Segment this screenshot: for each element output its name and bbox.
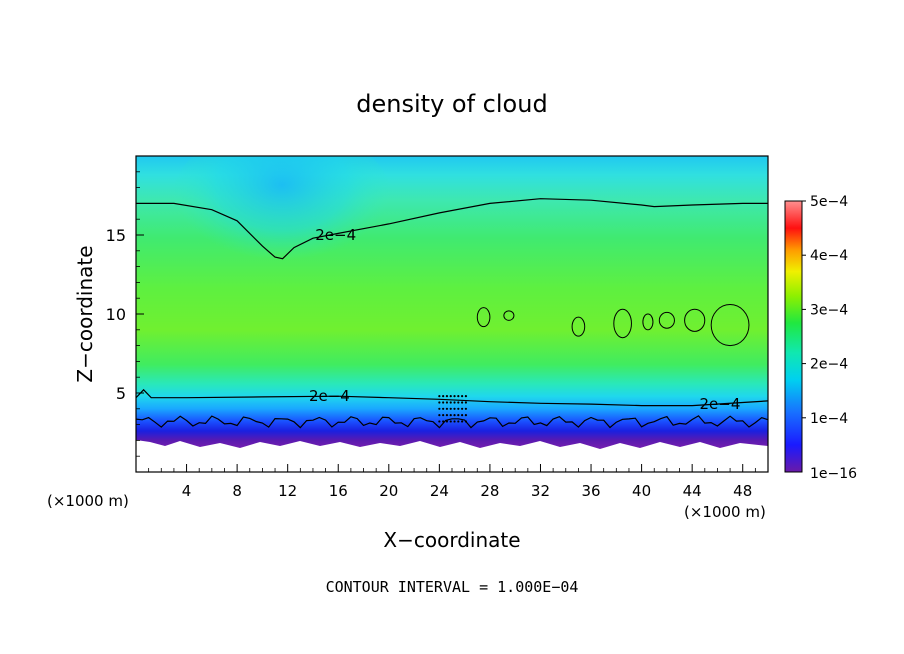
- contour-dot: [453, 401, 456, 404]
- contour-dot: [449, 401, 452, 404]
- x-tick-label: 36: [581, 482, 600, 500]
- contour-dot: [442, 414, 445, 417]
- contour-dot: [449, 395, 452, 398]
- colorbar-min-label: 1e−16: [810, 466, 857, 482]
- contour-dot: [457, 414, 460, 417]
- y-tick-label: 10: [106, 305, 126, 324]
- contour-dot: [453, 414, 456, 417]
- contour-blob: [571, 316, 586, 337]
- chart-title: density of cloud: [356, 90, 547, 118]
- contour-dot: [461, 414, 464, 417]
- x-unit-left: (×1000 m): [47, 492, 129, 510]
- x-tick-label: 16: [329, 482, 348, 500]
- contour-dot: [457, 420, 460, 423]
- colorbar-tick-label: 2e−4: [810, 357, 848, 373]
- y-tick-label: 5: [116, 384, 126, 403]
- contour-dot: [442, 401, 445, 404]
- contour-dot: [461, 401, 464, 404]
- contour-line-upper: [136, 198, 768, 260]
- contour-dot: [453, 407, 456, 410]
- x-unit-right: (×1000 m): [684, 503, 766, 521]
- x-tick-label: 4: [182, 482, 192, 500]
- density-bottom-edge: [136, 440, 768, 472]
- contour-dot: [449, 420, 452, 423]
- x-tick-label: 48: [733, 482, 752, 500]
- contour-dot: [461, 395, 464, 398]
- contour-dot: [461, 420, 464, 423]
- contour-dot: [457, 401, 460, 404]
- contour-dot: [464, 401, 468, 404]
- density-dip-region: [172, 156, 392, 275]
- x-tick-label: 40: [632, 482, 651, 500]
- contour-dot: [445, 395, 449, 398]
- contour-dot: [438, 407, 441, 410]
- contour-dot: [449, 414, 452, 417]
- contour-dot: [461, 407, 464, 410]
- contour-label: 2e−4: [309, 387, 350, 405]
- contour-interval-note: CONTOUR INTERVAL = 1.000E−04: [326, 578, 579, 596]
- contour-dot: [453, 420, 456, 423]
- contour-dot: [457, 395, 460, 398]
- contour-dot: [457, 407, 460, 410]
- y-axis-ticks: 5 10 15: [106, 171, 144, 457]
- colorbar-tick-label: 1e−4: [810, 411, 848, 427]
- contour-label: 2e−4: [315, 226, 356, 244]
- plot-area: 2e−4 2e−4 2e−4: [136, 156, 768, 472]
- x-axis-label: X−coordinate: [383, 528, 520, 552]
- y-axis-label: Z−coordinate: [73, 245, 97, 382]
- contour-blob: [642, 313, 654, 331]
- contour-line-lower: [136, 388, 768, 407]
- colorbar: [784, 200, 803, 473]
- x-tick-label: 32: [531, 482, 550, 500]
- contour-dot: [438, 401, 441, 404]
- contour-blob: [613, 308, 632, 339]
- contour-blob: [684, 308, 706, 332]
- x-tick-label: 28: [480, 482, 499, 500]
- contour-blob: [658, 311, 675, 329]
- x-tick-label: 12: [278, 482, 297, 500]
- x-tick-label: 44: [683, 482, 702, 500]
- contour-dot: [438, 395, 441, 398]
- contour-blob: [503, 310, 515, 321]
- contour-dot: [442, 420, 445, 423]
- contour-dot: [464, 414, 468, 417]
- contour-dot: [453, 395, 456, 398]
- colorbar-tick-label: 5e−4: [810, 194, 848, 210]
- colorbar-ticks: 1e−4 2e−4 3e−4 4e−4 5e−4: [802, 194, 848, 427]
- colorbar-tick-label: 3e−4: [810, 302, 848, 318]
- contour-layer: 2e−4 2e−4 2e−4: [136, 198, 768, 429]
- contour-dot: [449, 407, 452, 410]
- contour-dot: [445, 407, 449, 410]
- contour-dot: [442, 407, 445, 410]
- contour-blob: [476, 307, 491, 328]
- contour-dot: [464, 407, 468, 410]
- x-tick-label: 24: [430, 482, 449, 500]
- contour-dot: [438, 420, 441, 423]
- contour-dot: [442, 395, 445, 398]
- contour-dot: [445, 414, 449, 417]
- x-tick-label: 8: [232, 482, 242, 500]
- colorbar-tick-label: 4e−4: [810, 248, 848, 264]
- contour-dot: [464, 420, 468, 423]
- x-tick-label: 20: [379, 482, 398, 500]
- contour-line-base: [136, 415, 768, 429]
- contour-dot: [464, 395, 468, 398]
- contour-dot: [445, 420, 449, 423]
- y-tick-label: 15: [106, 226, 126, 245]
- x-axis-ticks: 4 8 12 16 20 24 28 32 36 40 44 48: [148, 464, 756, 500]
- contour-label: 2e−4: [700, 395, 741, 413]
- contour-dot: [438, 414, 441, 417]
- contour-dot: [445, 401, 449, 404]
- contour-blob: [710, 304, 750, 347]
